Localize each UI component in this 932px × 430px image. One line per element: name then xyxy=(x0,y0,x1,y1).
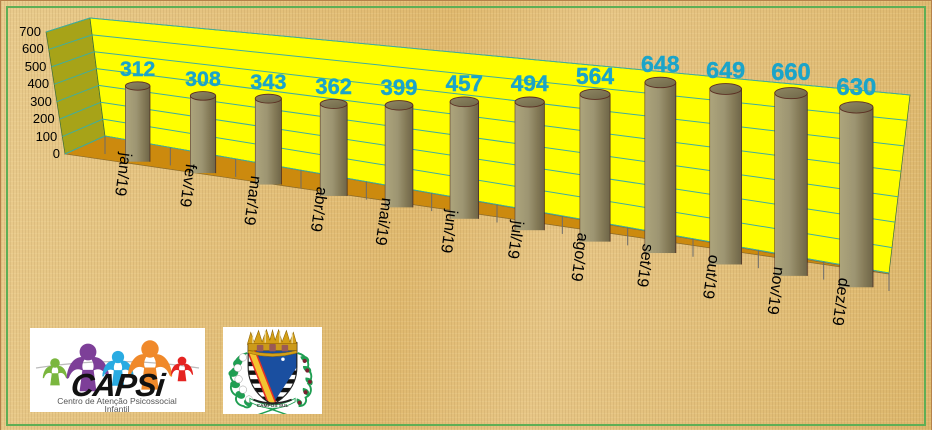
svg-text:Infantil: Infantil xyxy=(104,404,129,412)
svg-text:CAMPOS SUL: CAMPOS SUL xyxy=(257,403,289,409)
